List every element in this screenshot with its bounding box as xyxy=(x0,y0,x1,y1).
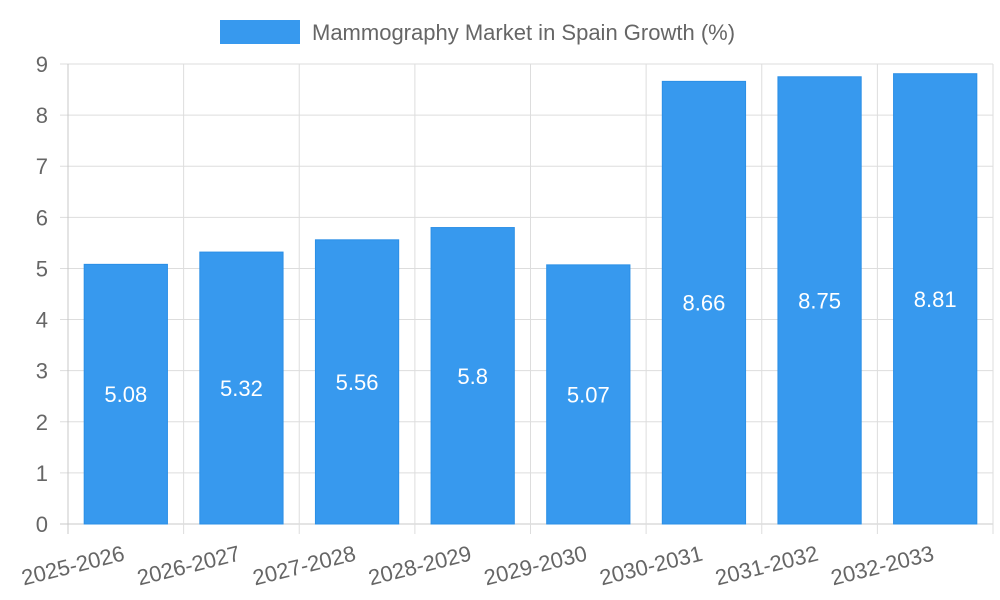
x-tick-label: 2025-2026 xyxy=(19,541,127,591)
bar-value-label: 5.56 xyxy=(336,370,379,395)
bar-value-label: 5.08 xyxy=(104,382,147,407)
y-tick-label: 4 xyxy=(36,308,48,333)
x-tick-label: 2030-2031 xyxy=(597,541,705,591)
legend[interactable]: Mammography Market in Spain Growth (%) xyxy=(220,20,735,45)
data-labels: 5.08 5.32 5.56 5.8 5.07 8.66 8.75 8.81 xyxy=(104,287,956,408)
y-tick-label: 2 xyxy=(36,410,48,435)
bar[interactable] xyxy=(777,76,862,525)
x-tick-label: 2032-2033 xyxy=(828,541,936,591)
bar-value-label: 8.66 xyxy=(683,291,726,316)
bar[interactable] xyxy=(430,227,515,525)
y-tick-label: 6 xyxy=(36,205,48,230)
bar-value-label: 5.8 xyxy=(457,364,488,389)
bar-value-label: 5.32 xyxy=(220,376,263,401)
y-tick-label: 3 xyxy=(36,359,48,384)
y-tick-label: 0 xyxy=(36,512,48,537)
x-tick-label: 2027-2028 xyxy=(250,541,358,591)
x-tick-label: 2031-2032 xyxy=(713,541,821,591)
bar[interactable] xyxy=(893,73,978,525)
x-tick-label: 2029-2030 xyxy=(481,541,589,591)
y-tick-label: 1 xyxy=(36,461,48,486)
bar-value-label: 8.75 xyxy=(798,288,841,313)
bar[interactable] xyxy=(199,251,284,525)
bar-value-label: 5.07 xyxy=(567,382,610,407)
legend-label[interactable]: Mammography Market in Spain Growth (%) xyxy=(312,20,735,45)
bars xyxy=(83,73,978,525)
x-tick-label: 2028-2029 xyxy=(366,541,474,591)
x-tick-label: 2026-2027 xyxy=(135,541,243,591)
bar[interactable] xyxy=(546,264,631,525)
y-tick-label: 7 xyxy=(36,154,48,179)
y-tick-label: 5 xyxy=(36,256,48,281)
bar[interactable] xyxy=(83,263,168,525)
legend-swatch[interactable] xyxy=(220,20,300,44)
bar-value-label: 8.81 xyxy=(914,287,957,312)
y-tick-label: 9 xyxy=(36,52,48,77)
bar[interactable] xyxy=(661,80,747,525)
bar[interactable] xyxy=(314,239,400,525)
y-tick-label: 8 xyxy=(36,103,48,128)
